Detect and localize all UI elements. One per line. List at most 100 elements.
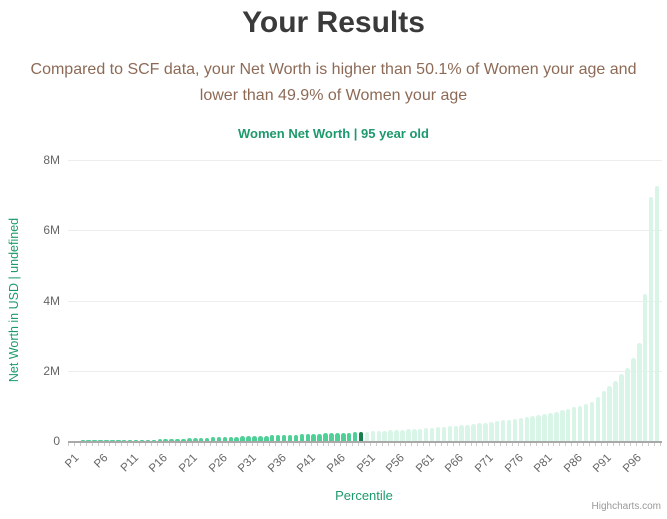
bar[interactable] [524, 417, 530, 441]
bar[interactable] [157, 439, 163, 441]
bar[interactable] [329, 433, 334, 441]
bar[interactable] [506, 419, 512, 441]
bar[interactable] [86, 440, 91, 441]
bar[interactable] [258, 435, 263, 441]
bar[interactable] [565, 408, 571, 441]
bar[interactable] [287, 434, 293, 441]
bar[interactable] [104, 440, 109, 441]
bar[interactable] [619, 374, 624, 441]
bar[interactable] [494, 421, 500, 441]
bar[interactable] [500, 420, 506, 441]
bar[interactable] [637, 342, 642, 441]
bar[interactable] [483, 422, 488, 441]
bar[interactable] [394, 430, 399, 441]
bar[interactable] [530, 416, 535, 441]
bar[interactable] [554, 411, 559, 441]
x-axis-tick [618, 443, 620, 446]
bar[interactable] [589, 401, 595, 441]
bar[interactable] [441, 426, 447, 441]
bar[interactable] [116, 440, 121, 441]
bar[interactable] [376, 431, 382, 441]
bar[interactable] [406, 429, 411, 441]
bar[interactable] [613, 380, 618, 441]
bar[interactable] [198, 437, 204, 441]
bar[interactable] [317, 433, 322, 441]
bar[interactable] [264, 435, 269, 441]
bar[interactable] [275, 435, 281, 441]
bar[interactable] [181, 438, 186, 441]
bar[interactable] [400, 429, 405, 441]
bar[interactable] [281, 434, 287, 441]
bar[interactable] [595, 397, 601, 441]
bar[interactable] [216, 437, 222, 441]
bar[interactable] [151, 439, 157, 441]
bar[interactable] [423, 428, 429, 441]
bar[interactable] [560, 410, 565, 441]
bar[interactable] [193, 438, 198, 441]
bar[interactable] [447, 426, 453, 441]
bar[interactable] [577, 405, 583, 441]
bar[interactable] [169, 438, 174, 441]
bar[interactable] [346, 432, 352, 441]
bar[interactable] [625, 367, 630, 441]
bar[interactable] [222, 437, 228, 441]
bar[interactable] [293, 434, 299, 441]
bar[interactable] [435, 427, 441, 441]
bar[interactable] [412, 428, 417, 441]
bar[interactable] [323, 433, 328, 441]
bar-user-percentile[interactable] [358, 431, 364, 441]
bar[interactable] [210, 437, 216, 441]
bar[interactable] [269, 435, 275, 441]
bar[interactable] [335, 432, 340, 441]
bar[interactable] [459, 425, 464, 441]
bar[interactable] [341, 432, 346, 441]
highcharts-credit-link[interactable]: Highcharts.com [591, 501, 661, 512]
bar[interactable] [364, 431, 370, 441]
bar[interactable] [536, 415, 541, 441]
bar[interactable] [607, 385, 612, 441]
bar[interactable] [512, 418, 518, 441]
bar[interactable] [489, 421, 494, 441]
bar[interactable] [145, 439, 151, 441]
bar[interactable] [175, 438, 180, 441]
bar[interactable] [370, 431, 376, 441]
bar[interactable] [642, 293, 648, 441]
bar[interactable] [477, 423, 482, 441]
bar[interactable] [234, 436, 239, 441]
bar[interactable] [388, 430, 393, 441]
bar[interactable] [601, 391, 607, 441]
bar[interactable] [187, 438, 192, 441]
bar[interactable] [648, 196, 654, 441]
bar[interactable] [92, 440, 97, 441]
bar[interactable] [542, 413, 547, 441]
bar[interactable] [204, 437, 210, 441]
bar[interactable] [121, 440, 127, 441]
bar[interactable] [631, 357, 636, 441]
bar[interactable] [382, 430, 387, 441]
bar[interactable] [246, 436, 251, 441]
bar[interactable] [571, 407, 577, 441]
bar[interactable] [453, 425, 459, 441]
bar[interactable] [429, 427, 435, 441]
bar[interactable] [583, 403, 589, 441]
bar[interactable] [654, 185, 660, 441]
bar[interactable] [98, 440, 103, 441]
bar[interactable] [311, 433, 316, 441]
bar[interactable] [548, 412, 553, 441]
bar[interactable] [305, 434, 311, 441]
bar[interactable] [518, 417, 524, 441]
bar[interactable] [471, 423, 476, 441]
bar[interactable] [133, 440, 139, 441]
bar[interactable] [139, 439, 145, 441]
bar[interactable] [299, 434, 305, 441]
bar[interactable] [252, 435, 257, 441]
bar[interactable] [110, 440, 115, 441]
bar[interactable] [417, 428, 423, 441]
bar[interactable] [80, 440, 86, 441]
bar[interactable] [240, 436, 245, 441]
bar[interactable] [465, 424, 470, 441]
bar[interactable] [127, 440, 133, 441]
bar[interactable] [228, 436, 234, 441]
bar[interactable] [352, 432, 358, 441]
bar[interactable] [163, 439, 168, 441]
